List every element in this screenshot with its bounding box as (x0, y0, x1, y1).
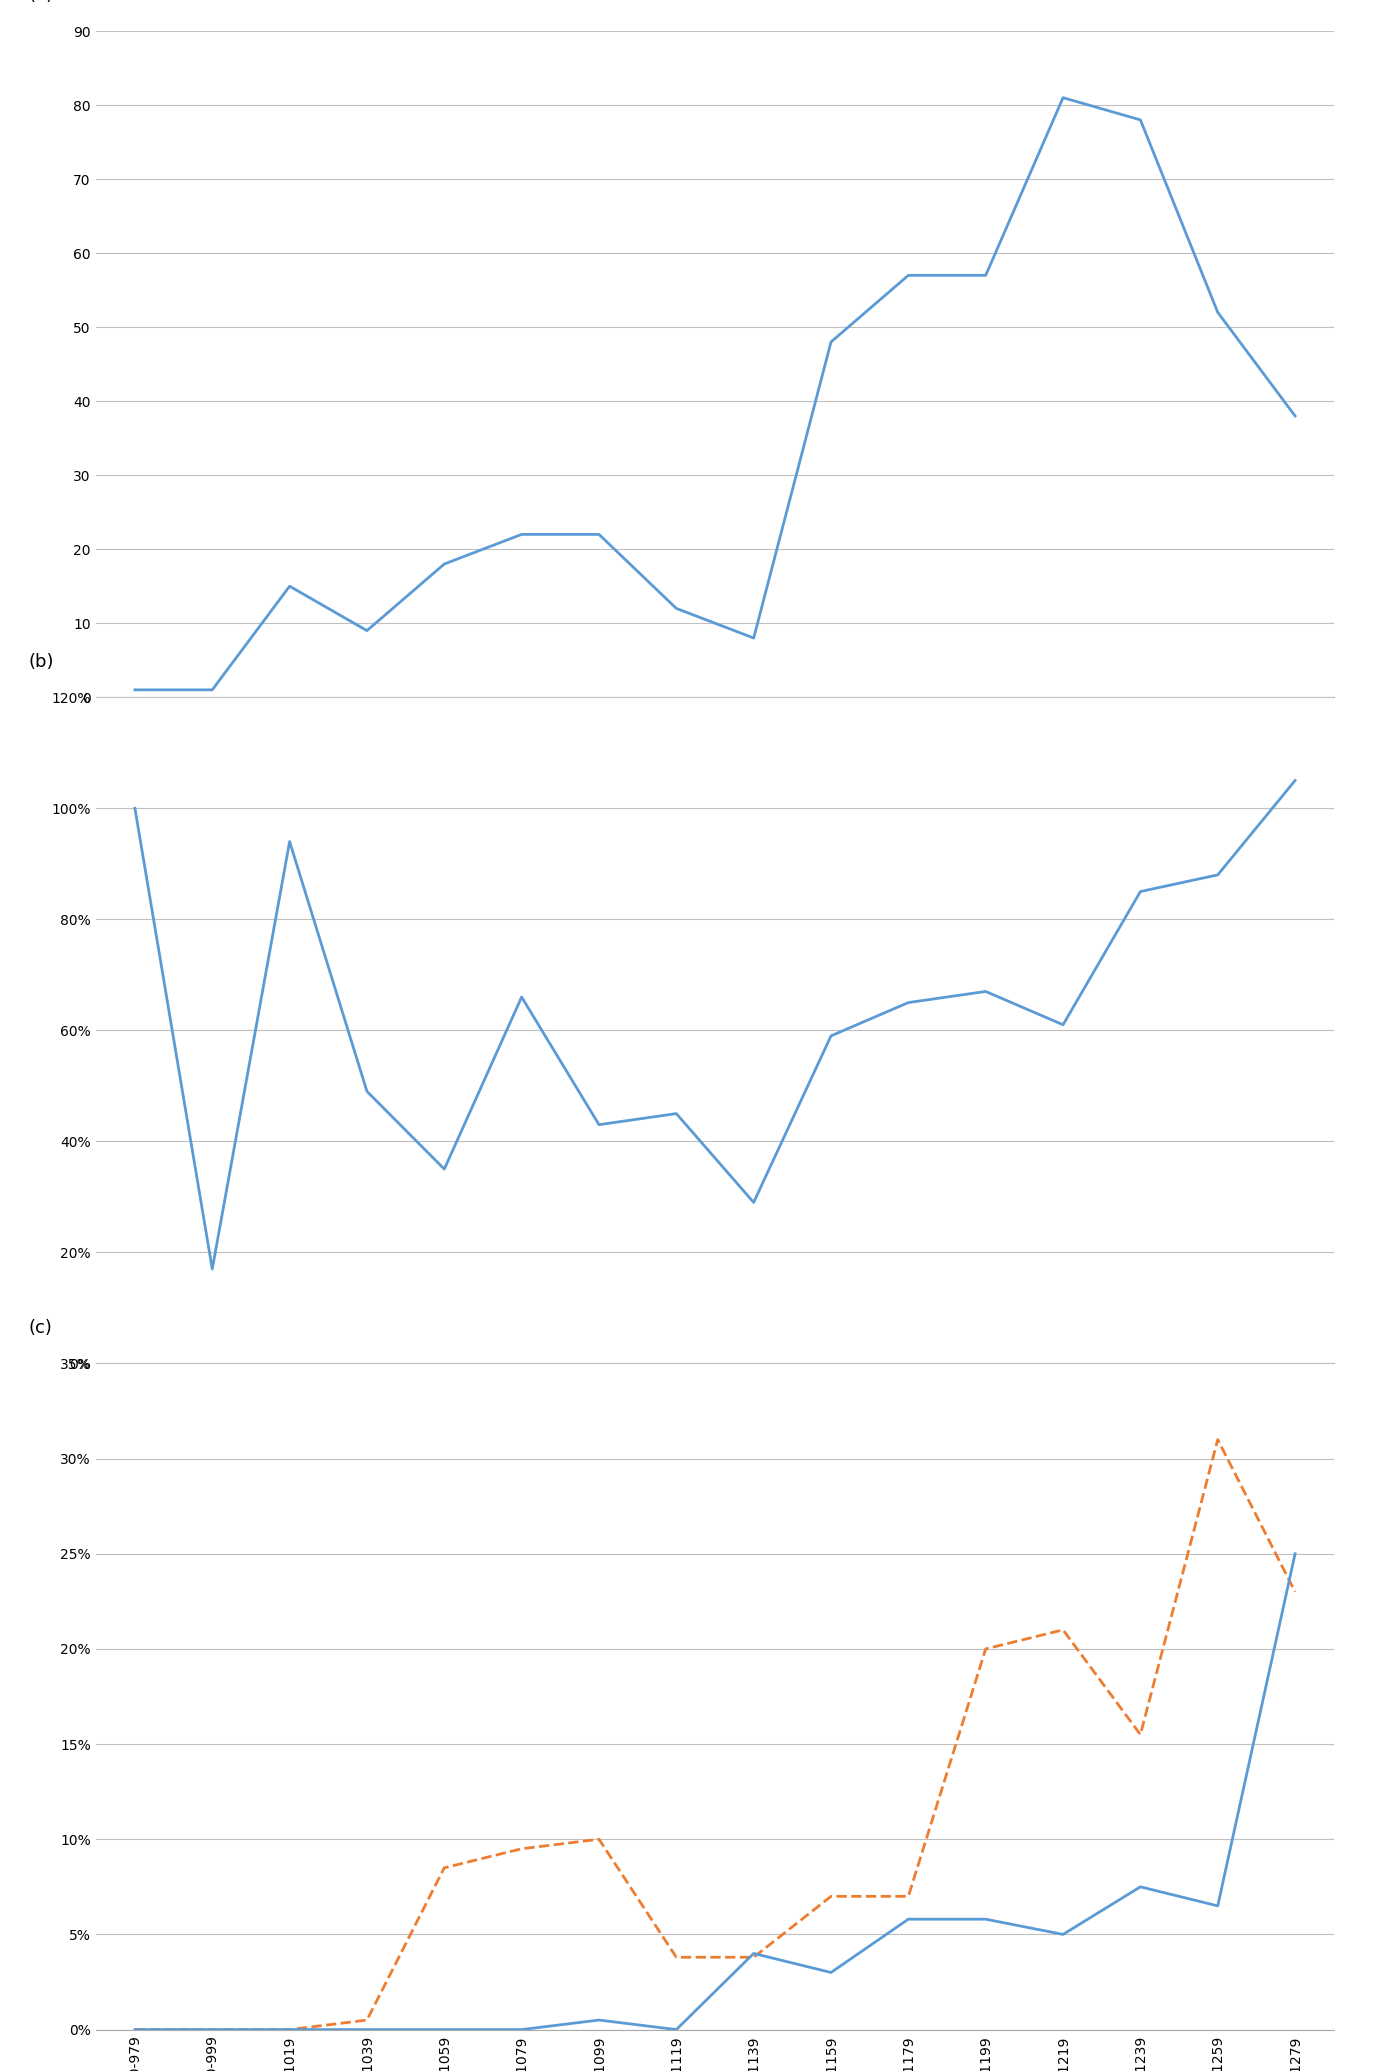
Legend: 理: 理 (682, 984, 748, 1009)
Text: (a): (a) (29, 0, 54, 4)
Legend: 理: 理 (682, 1651, 748, 1675)
Text: (b): (b) (29, 652, 54, 671)
Text: (c): (c) (29, 1319, 52, 1336)
